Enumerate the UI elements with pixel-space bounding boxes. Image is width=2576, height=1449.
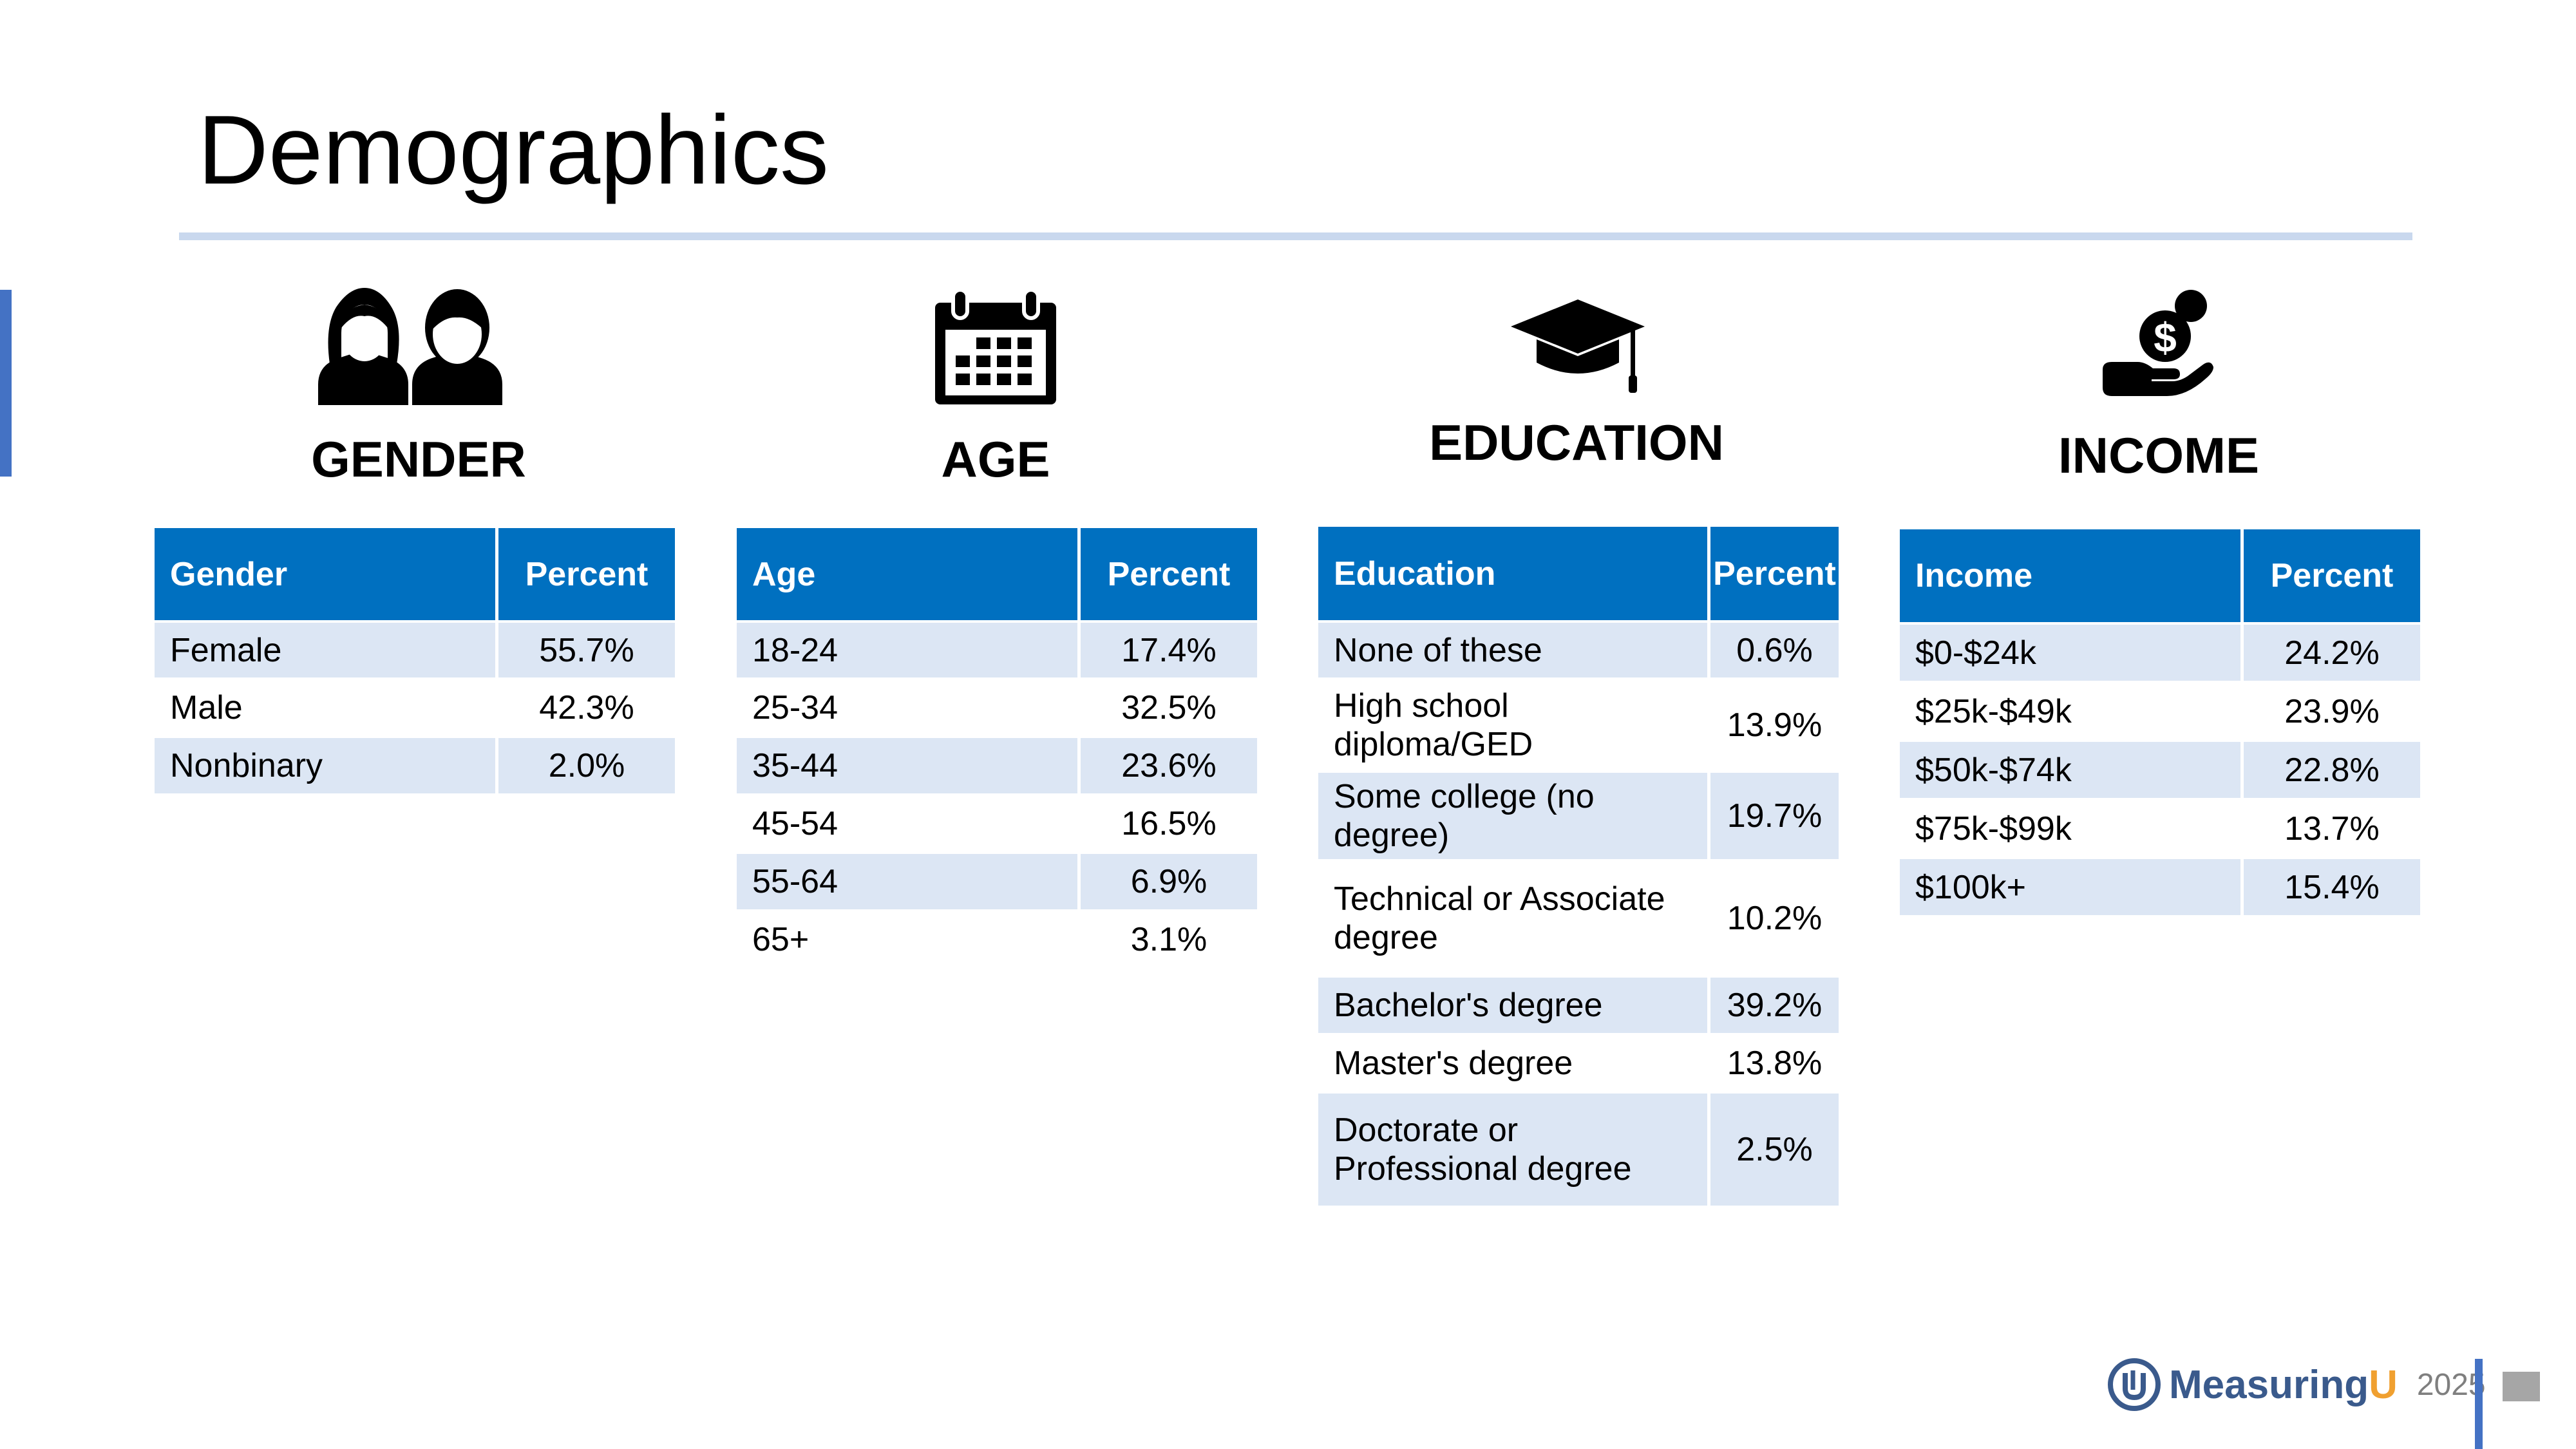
table-cell: Male: [155, 680, 495, 738]
column-header: Percent: [495, 528, 675, 623]
table-cell: 42.3%: [495, 680, 675, 738]
table-cell: $25k-$49k: [1900, 683, 2240, 742]
table-row: $50k-$74k 22.8%: [1900, 742, 2420, 800]
table-cell: 13.9%: [1707, 680, 1839, 773]
income-heading: INCOME: [2058, 427, 2259, 484]
calendar-icon: [935, 290, 1056, 404]
table-row: Bachelor's degree 39.2%: [1318, 978, 1839, 1036]
page-number-box: [2503, 1372, 2540, 1401]
column-header: Percent: [2240, 529, 2420, 625]
measuringu-logo: MeasuringU 2025: [2107, 1358, 2486, 1412]
column-header: Education: [1318, 527, 1707, 623]
table-row: 65+ 3.1%: [737, 912, 1257, 970]
table-row: None of these 0.6%: [1318, 623, 1839, 680]
table-cell: 18-24: [737, 623, 1077, 680]
table-cell: $100k+: [1900, 859, 2240, 918]
table-row: $100k+ 15.4%: [1900, 859, 2420, 918]
table-row: Male 42.3%: [155, 680, 675, 738]
table-row: Technical or Associate degree 10.2%: [1318, 862, 1839, 978]
gender-heading: GENDER: [311, 431, 526, 488]
table-cell: $50k-$74k: [1900, 742, 2240, 800]
education-heading: EDUCATION: [1429, 414, 1724, 471]
column-header: Percent: [1077, 528, 1257, 623]
education-table: Education Percent None of these 0.6% Hig…: [1318, 527, 1839, 1208]
table-row: 25-34 32.5%: [737, 680, 1257, 738]
table-cell: 2.0%: [495, 738, 675, 796]
table-cell: 17.4%: [1077, 623, 1257, 680]
table-cell: 0.6%: [1707, 623, 1839, 680]
table-row: $75k-$99k 13.7%: [1900, 800, 2420, 859]
table-cell: 19.7%: [1707, 773, 1839, 862]
table-cell: Some college (no degree): [1318, 773, 1707, 862]
table-header-row: Education Percent: [1318, 527, 1839, 623]
title-divider: [179, 232, 2412, 240]
table-cell: Doctorate or Professional degree: [1318, 1094, 1707, 1208]
table-row: High school diploma/GED 13.9%: [1318, 680, 1839, 773]
table-cell: Bachelor's degree: [1318, 978, 1707, 1036]
table-cell: Technical or Associate degree: [1318, 862, 1707, 978]
table-cell: 13.8%: [1707, 1036, 1839, 1094]
table-cell: Nonbinary: [155, 738, 495, 796]
logo-accent: U: [2369, 1362, 2398, 1407]
table-cell: 45-54: [737, 796, 1077, 854]
table-cell: 2.5%: [1707, 1094, 1839, 1208]
table-cell: 10.2%: [1707, 862, 1839, 978]
table-cell: 13.7%: [2240, 800, 2420, 859]
column-header: Gender: [155, 528, 495, 623]
table-row: Female 55.7%: [155, 623, 675, 680]
gender-table: Gender Percent Female 55.7% Male 42.3% N…: [155, 528, 675, 796]
table-cell: 55-64: [737, 854, 1077, 912]
table-header-row: Income Percent: [1900, 529, 2420, 625]
table-cell: 55.7%: [495, 623, 675, 680]
table-cell: 23.6%: [1077, 738, 1257, 796]
graduation-cap-icon: [1511, 299, 1645, 393]
table-row: 18-24 17.4%: [737, 623, 1257, 680]
money-hand-icon: $: [2103, 290, 2213, 396]
table-row: Doctorate or Professional degree 2.5%: [1318, 1094, 1839, 1208]
footer-accent-bar: [2475, 1359, 2483, 1449]
table-row: 45-54 16.5%: [737, 796, 1257, 854]
logo-wordmark: MeasuringU: [2169, 1362, 2398, 1408]
people-icon: [318, 288, 502, 405]
table-row: 35-44 23.6%: [737, 738, 1257, 796]
table-row: Nonbinary 2.0%: [155, 738, 675, 796]
table-header-row: Gender Percent: [155, 528, 675, 623]
table-cell: High school diploma/GED: [1318, 680, 1707, 773]
table-cell: 32.5%: [1077, 680, 1257, 738]
age-table: Age Percent 18-24 17.4% 25-34 32.5% 35-4…: [737, 528, 1257, 970]
table-cell: 6.9%: [1077, 854, 1257, 912]
column-header: Income: [1900, 529, 2240, 625]
table-row: Some college (no degree) 19.7%: [1318, 773, 1839, 862]
table-cell: 35-44: [737, 738, 1077, 796]
table-row: Master's degree 13.8%: [1318, 1036, 1839, 1094]
income-table: Income Percent $0-$24k 24.2% $25k-$49k 2…: [1900, 529, 2420, 918]
table-cell: Master's degree: [1318, 1036, 1707, 1094]
table-cell: 22.8%: [2240, 742, 2420, 800]
table-cell: 15.4%: [2240, 859, 2420, 918]
footer-year: 2025: [2416, 1367, 2486, 1402]
page-title: Demographics: [198, 95, 829, 205]
table-cell: 65+: [737, 912, 1077, 970]
column-header: Percent: [1707, 527, 1839, 623]
table-cell: Female: [155, 623, 495, 680]
table-row: 55-64 6.9%: [737, 854, 1257, 912]
table-cell: $75k-$99k: [1900, 800, 2240, 859]
table-cell: 39.2%: [1707, 978, 1839, 1036]
age-heading: AGE: [941, 431, 1050, 488]
left-accent-bar: [0, 290, 12, 477]
table-header-row: Age Percent: [737, 528, 1257, 623]
table-row: $0-$24k 24.2%: [1900, 625, 2420, 683]
table-cell: 24.2%: [2240, 625, 2420, 683]
table-row: $25k-$49k 23.9%: [1900, 683, 2420, 742]
table-cell: $0-$24k: [1900, 625, 2240, 683]
table-cell: 16.5%: [1077, 796, 1257, 854]
logo-mark-icon: [2108, 1358, 2161, 1411]
table-cell: 25-34: [737, 680, 1077, 738]
column-header: Age: [737, 528, 1077, 623]
table-cell: 23.9%: [2240, 683, 2420, 742]
table-cell: 3.1%: [1077, 912, 1257, 970]
svg-text:$: $: [2154, 314, 2177, 361]
table-cell: None of these: [1318, 623, 1707, 680]
logo-word: Measuring: [2169, 1362, 2369, 1407]
